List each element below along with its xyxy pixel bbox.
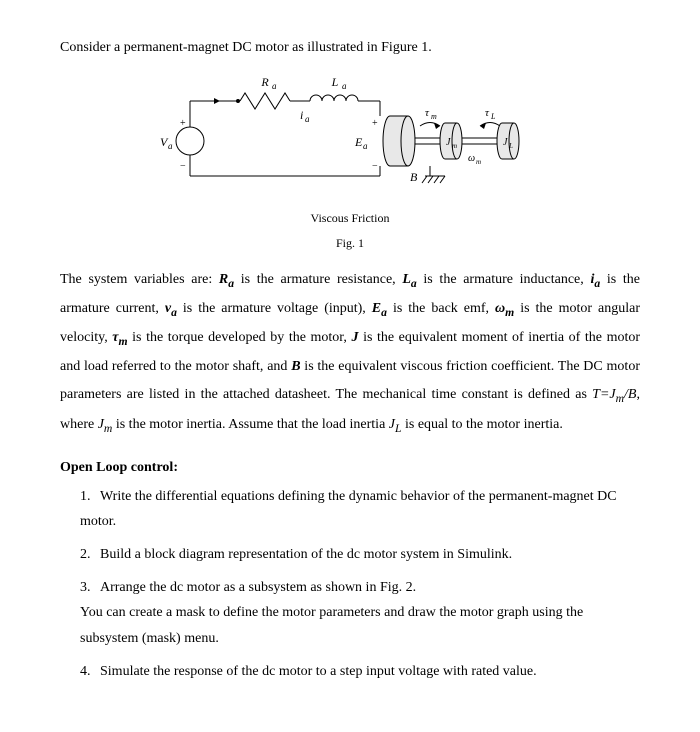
svg-text:E: E xyxy=(354,135,363,149)
svg-text:−: − xyxy=(180,161,186,172)
svg-text:m: m xyxy=(476,158,481,166)
svg-text:R: R xyxy=(260,75,269,89)
section-header: Open Loop control: xyxy=(60,460,640,476)
svg-text:J: J xyxy=(503,137,508,148)
intro-text: Consider a permanent-magnet DC motor as … xyxy=(60,40,640,56)
list-item: 3.Arrange the dc motor as a subsystem as… xyxy=(80,575,640,651)
svg-text:a: a xyxy=(305,114,310,124)
svg-text:a: a xyxy=(363,141,368,151)
svg-text:+: + xyxy=(372,118,378,129)
svg-text:L: L xyxy=(508,142,513,150)
svg-text:B: B xyxy=(410,170,418,184)
svg-text:+: + xyxy=(180,118,186,129)
svg-text:τ: τ xyxy=(425,107,430,119)
list-item: 1.Write the differential equations defin… xyxy=(80,484,640,534)
svg-text:L: L xyxy=(331,75,339,89)
svg-text:i: i xyxy=(300,108,303,122)
list-item: 4.Simulate the response of the dc motor … xyxy=(80,659,640,684)
svg-text:L: L xyxy=(490,112,496,121)
svg-text:−: − xyxy=(372,161,378,172)
svg-text:J: J xyxy=(446,137,451,148)
figure-container: R a L a i a + − V a + − E xyxy=(60,71,640,251)
list-item: 2.Build a block diagram representation o… xyxy=(80,542,640,567)
body-paragraph: The system variables are: Ra is the arma… xyxy=(60,266,640,440)
friction-caption: Viscous Friction xyxy=(60,211,640,226)
numbered-list: 1.Write the differential equations defin… xyxy=(60,484,640,684)
document-page: Consider a permanent-magnet DC motor as … xyxy=(0,0,700,732)
svg-text:a: a xyxy=(272,81,277,91)
svg-text:a: a xyxy=(168,141,173,151)
svg-text:τ: τ xyxy=(485,107,490,119)
svg-text:m: m xyxy=(452,142,457,150)
svg-text:a: a xyxy=(342,81,347,91)
svg-text:m: m xyxy=(431,112,437,121)
svg-text:ω: ω xyxy=(468,153,475,164)
circuit-diagram: R a L a i a + − V a + − E xyxy=(150,71,550,201)
figure-label: Fig. 1 xyxy=(60,236,640,251)
